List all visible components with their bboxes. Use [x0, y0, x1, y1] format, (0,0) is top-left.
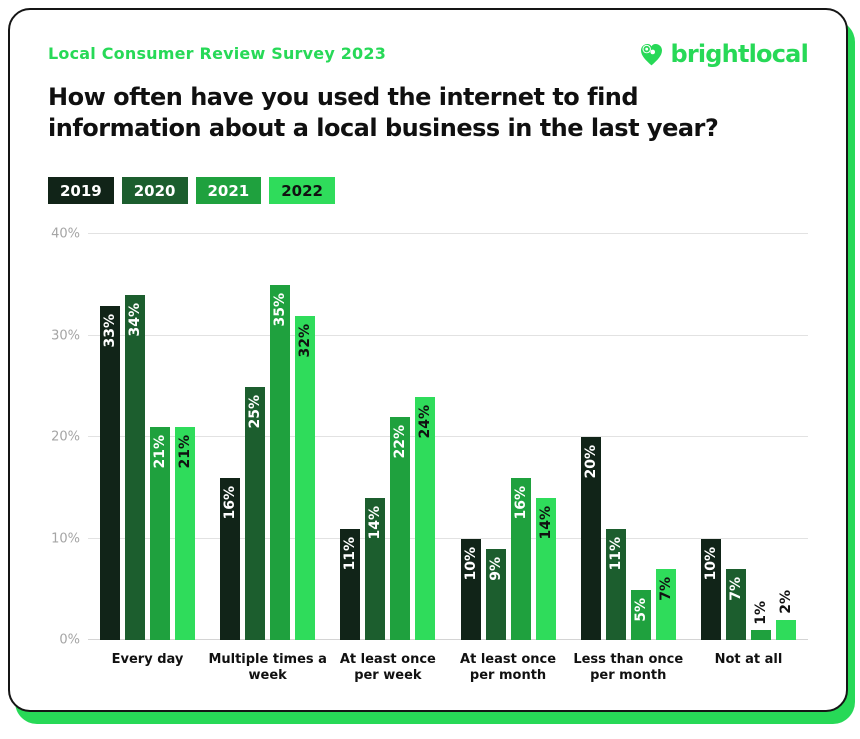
y-tick-label-40: 40% [51, 226, 80, 242]
bar-value-label: 10% [462, 546, 479, 581]
bar-2019: 20% [580, 437, 601, 641]
gridline-10 [88, 537, 808, 539]
bar-value-label: 21% [152, 435, 168, 469]
bar-2022: 2% [775, 590, 796, 641]
bar-2021: 1% [750, 601, 771, 641]
x-tick-label: Less than once per month [563, 652, 693, 683]
bar-value-label: 32% [297, 323, 314, 358]
bar-2022: 14% [535, 498, 556, 641]
bar-group: 10% 7% 1% 2% Not at all [700, 234, 796, 667]
bar-2022: 21% [175, 427, 195, 641]
plot: 33% 34% 21% 21% Every day 16% 25% 35% 32% Multipl… [88, 233, 808, 683]
x-tick-label-text: At least once per month [460, 652, 557, 684]
y-tick-label-20: 20% [51, 429, 80, 445]
bar-2020: 14% [365, 498, 386, 641]
bar-value-label: 35% [272, 293, 289, 327]
bar-value-label: 20% [582, 445, 599, 479]
bar-2022: 24% [415, 396, 436, 641]
bar-value-label: 10% [702, 546, 719, 581]
bar-value-label: 16% [512, 486, 529, 520]
bar-2020: 11% [605, 528, 626, 641]
x-tick-label: At least once per week [323, 652, 453, 683]
legend-item-2020: 2020 [121, 177, 188, 205]
legend-item-2022: 2022 [269, 177, 335, 205]
bar-value-label: 21% [177, 435, 193, 469]
bar-2019: 10% [700, 538, 721, 641]
brand-name: brightlocal [670, 40, 808, 68]
bar-2019: 10% [460, 538, 481, 641]
bar-2022: 32% [295, 315, 316, 641]
bar-2020: 25% [245, 386, 266, 641]
bar-value-label: 16% [222, 486, 239, 520]
bar-2020: 7% [725, 569, 746, 641]
x-tick-label: Multiple times a week [203, 652, 333, 683]
x-tick-label: Every day [83, 652, 213, 668]
x-tick-label: At least once per month [443, 652, 573, 683]
gridline-0 [88, 639, 808, 641]
infographic-card: Local Consumer Review Survey 2023 bright… [8, 8, 848, 712]
bar-2020: 34% [125, 295, 145, 641]
bar-group: 11% 14% 22% 24% At least once per week [340, 234, 436, 683]
x-tick-label-text: Multiple times a week [208, 652, 327, 684]
bar-2021: 5% [630, 589, 651, 641]
y-tick-label-10: 10% [51, 531, 80, 547]
bar-value-label: 34% [127, 303, 143, 337]
heart-pin-icon [638, 41, 665, 68]
bar-2021: 21% [150, 427, 170, 641]
bar-group: 20% 11% 5% 7% Less than once per month [573, 234, 683, 683]
bar-value-label: 1% [752, 600, 769, 625]
x-tick-label-text: Not at all [714, 652, 783, 668]
bar-value-label: 24% [417, 404, 434, 439]
y-tick-label-30: 30% [51, 328, 80, 344]
bar-value-label: 11% [342, 536, 359, 571]
header: Local Consumer Review Survey 2023 bright… [48, 40, 809, 68]
bar-2021: 16% [510, 478, 531, 641]
chart-title: How often have you used the internet to … [48, 82, 808, 143]
bar-2019: 11% [340, 528, 361, 641]
bar-value-label: 33% [102, 313, 118, 348]
bar-value-label: 7% [727, 577, 744, 602]
bar-value-label: 2% [777, 590, 794, 615]
bar-chart: 0% 10% 20% 30% 40% 33% 34% 21% 21% Every day 16% 2… [48, 227, 808, 683]
survey-eyebrow: Local Consumer Review Survey 2023 [48, 44, 387, 63]
bar-2019: 16% [220, 478, 241, 641]
chart-title-line-2: information about a local business in th… [48, 113, 719, 142]
bar-group: 16% 25% 35% 32% Multiple times a week [208, 234, 327, 683]
chart-title-line-1: How often have you used the internet to … [48, 83, 639, 111]
bar-value-label: 14% [537, 506, 554, 540]
gridline-40 [88, 233, 808, 235]
x-tick-label-text: Less than once per month [573, 652, 684, 684]
bar-value-label: 25% [247, 394, 264, 429]
legend-item-2021: 2021 [195, 177, 262, 205]
bar-group: 10% 9% 16% 14% At least once per month [460, 234, 556, 683]
brightlocal-logo: brightlocal [638, 40, 809, 68]
bar-2020: 9% [485, 549, 506, 641]
bar-value-label: 7% [657, 577, 674, 602]
bar-2021: 35% [270, 285, 291, 641]
bar-2019: 33% [100, 305, 120, 641]
bar-value-label: 22% [392, 425, 409, 459]
bar-value-label: 11% [607, 536, 624, 571]
bar-2021: 22% [390, 417, 411, 641]
y-axis: 0% 10% 20% 30% 40% [48, 227, 88, 648]
legend: 2019 2020 2021 2022 [48, 177, 808, 205]
gridline-20 [88, 436, 808, 438]
bar-value-label: 5% [632, 597, 649, 622]
bar-groups: 33% 34% 21% 21% Every day 16% 25% 35% 32% Multipl… [88, 234, 808, 683]
x-tick-label: Not at all [683, 652, 813, 668]
x-tick-label-text: Every day [111, 652, 184, 668]
bar-2022: 7% [655, 569, 676, 641]
legend-item-2019: 2019 [48, 177, 114, 205]
bar-value-label: 9% [487, 557, 504, 581]
gridline-30 [88, 334, 808, 336]
y-tick-label-0: 0% [59, 632, 80, 648]
bar-value-label: 14% [367, 506, 384, 540]
x-tick-label-text: At least once per week [339, 652, 436, 684]
bar-group: 33% 34% 21% 21% Every day [100, 234, 195, 667]
